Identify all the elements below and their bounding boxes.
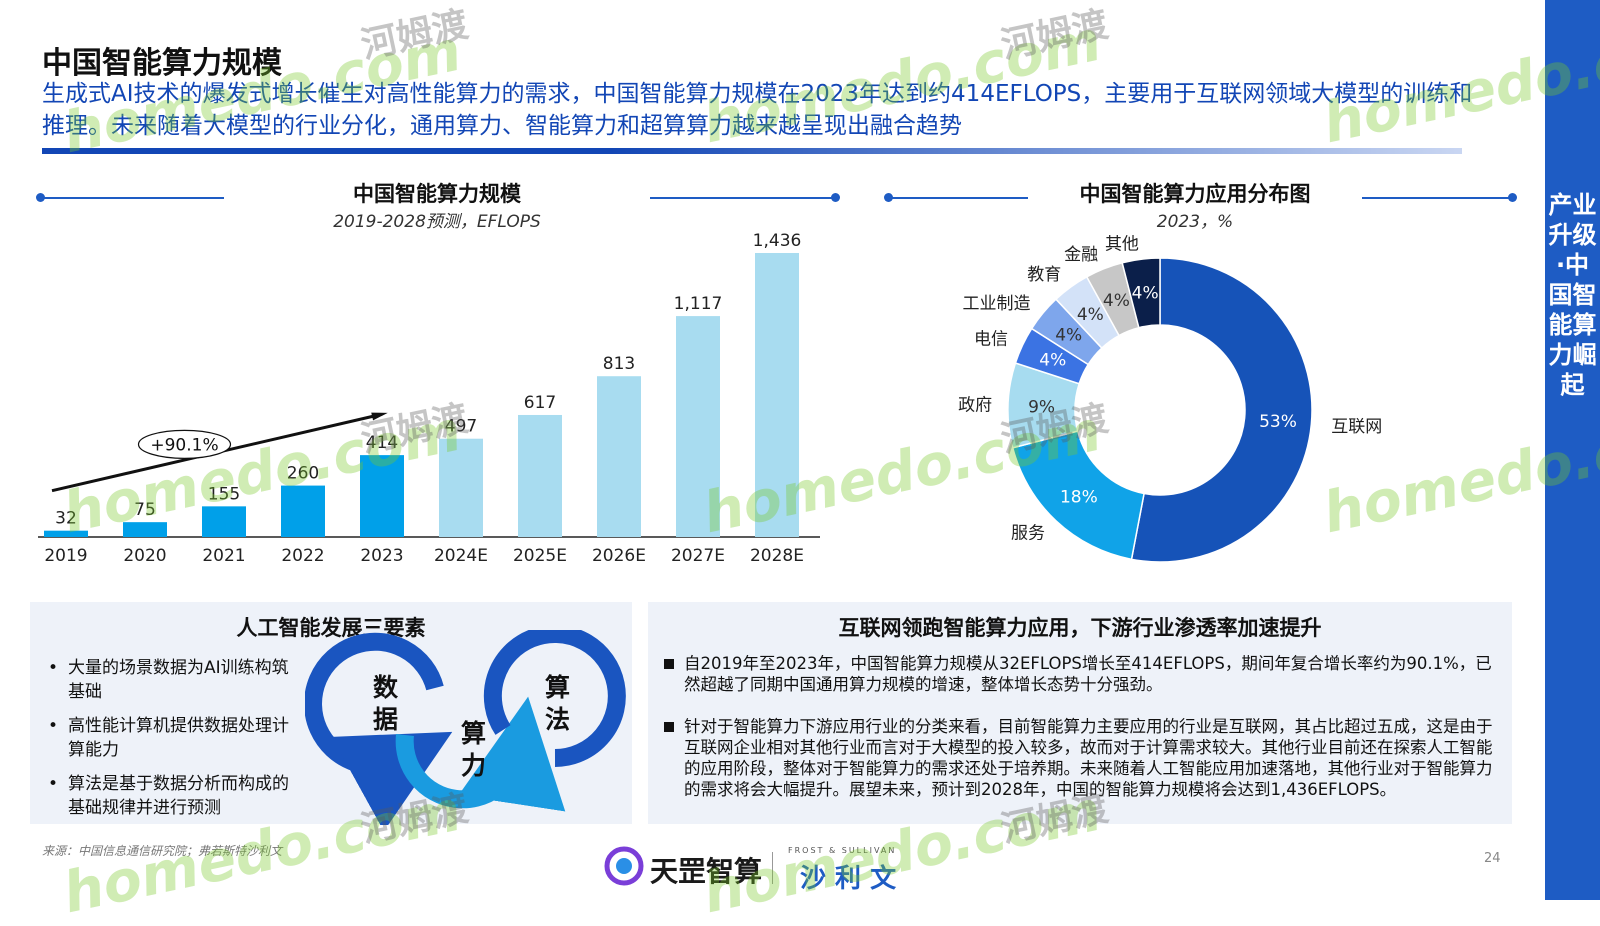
logo-divider — [772, 852, 773, 884]
bar-value-label: 813 — [603, 354, 635, 374]
donut-slice-互联网 — [1130, 257, 1313, 563]
section-rule — [888, 197, 1028, 199]
donut-pct-label: 4% — [1132, 283, 1159, 303]
donut-pct-label: 18% — [1060, 487, 1098, 507]
page-subtitle: 生成式AI技术的爆发式增长催生对高性能算力的需求，中国智能算力规模在2023年达… — [42, 81, 1473, 139]
section-dot — [1508, 193, 1517, 202]
sidebar-label: 产业升级·中国智能算力崛起 — [1548, 191, 1597, 399]
bar-value-label: 32 — [55, 509, 77, 529]
cagr-arrow-head — [371, 412, 388, 421]
x-tick-label: 2024E — [434, 546, 488, 566]
sidebar-band — [1545, 0, 1600, 900]
tiangang-logo-text: 天罡智算 — [650, 855, 763, 888]
x-tick-label: 2025E — [513, 546, 567, 566]
section-rule — [650, 197, 834, 199]
bar-2027E — [676, 316, 720, 537]
bar-2020 — [123, 522, 167, 537]
cycle-label-c1: 算 — [545, 673, 570, 702]
bullet-item: • 高性能计算机提供数据处理计算能力 — [48, 714, 298, 762]
donut-category-label: 政府 — [958, 396, 992, 416]
donut-chart: 53% 互联网 18% 服务 9% 政府 4% 电信 4% 工业制造 4% 教育 4% 金融 4% 其他 — [958, 234, 1382, 563]
donut-pct-label: 4% — [1039, 351, 1066, 371]
bar-2028E — [755, 253, 799, 537]
donut-category-label: 服务 — [1011, 523, 1045, 543]
bullet-item: • 大量的场景数据为AI训练构筑基础 — [48, 656, 298, 704]
bullet-text: 高性能计算机提供数据处理计算能力 — [68, 716, 289, 760]
bar-2023 — [360, 455, 404, 537]
donut-category-label: 工业制造 — [963, 294, 1031, 314]
bar-value-label: 414 — [366, 433, 398, 453]
cycle-label-b2: 力 — [461, 751, 486, 780]
x-tick-label: 2020 — [123, 546, 166, 566]
donut-category-label: 金融 — [1064, 245, 1098, 265]
bullet-text: 算法是基于数据分析而构成的基础规律并进行预测 — [68, 774, 289, 818]
bar-chart-title: 中国智能算力规模 — [353, 182, 521, 206]
cycle-label-c2: 法 — [545, 705, 570, 734]
bar-2022 — [281, 485, 325, 537]
x-tick-label: 2027E — [671, 546, 725, 566]
square-bullet-icon — [664, 659, 674, 669]
donut-pct-label: 4% — [1055, 325, 1082, 345]
internet-leads-panel — [648, 602, 1512, 824]
bar-2025E — [518, 414, 562, 537]
cagr-label: +90.1% — [150, 435, 218, 455]
donut-category-label: 电信 — [974, 329, 1008, 349]
paragraph: 针对于智能算力下游应用行业的分类来看，目前智能算力主要应用的行业是互联网，其占比… — [684, 717, 1493, 799]
x-tick-label: 2028E — [750, 546, 804, 566]
donut-pct-label: 4% — [1077, 305, 1104, 325]
bar-value-label: 1,117 — [674, 294, 723, 314]
bar-value-label: 1,436 — [753, 231, 802, 251]
subtitle-underline — [42, 148, 1462, 154]
tiangang-logo-icon — [604, 846, 644, 886]
x-tick-label: 2021 — [202, 546, 245, 566]
cycle-label-a1: 数 — [373, 673, 399, 702]
donut-chart-title: 中国智能算力应用分布图 — [1079, 182, 1311, 206]
x-tick-label: 2023 — [360, 546, 403, 566]
section-rule — [1362, 197, 1512, 199]
donut-category-label: 教育 — [1027, 265, 1061, 285]
bullet-text: 大量的场景数据为AI训练构筑基础 — [68, 658, 289, 702]
donut-pct-label: 53% — [1259, 412, 1297, 432]
cycle-arc-compute — [395, 696, 566, 812]
donut-category-label: 互联网 — [1331, 417, 1382, 437]
bar-value-label: 75 — [134, 500, 156, 520]
donut-category-label: 其他 — [1105, 234, 1139, 254]
donut-slice-其他 — [1121, 257, 1161, 329]
bar-chart-subtitle: 2019-2028预测，EFLOPS — [333, 212, 541, 232]
cycle-diagram: 数 据 算 力 算 法 — [305, 630, 626, 825]
bar-2021 — [202, 506, 246, 537]
bar-value-label: 617 — [524, 393, 556, 413]
cycle-label-a2: 据 — [373, 705, 398, 734]
x-tick-label: 2026E — [592, 546, 646, 566]
x-tick-label: 2022 — [281, 546, 324, 566]
bullet-item: • 算法是基于数据分析而构成的基础规律并进行预测 — [48, 772, 298, 820]
donut-pct-label: 4% — [1103, 291, 1130, 311]
page-number: 24 — [1484, 851, 1501, 866]
bar-value-label: 497 — [445, 417, 477, 437]
source-note: 来源：中国信息通信研究院；弗若斯特沙利文 — [42, 844, 283, 858]
cycle-arc-algo — [483, 630, 626, 767]
section-rule — [40, 197, 224, 199]
donut-chart-subtitle: 2023，% — [1156, 212, 1234, 232]
donut-pct-label: 9% — [1028, 397, 1055, 417]
bar-2024E — [439, 438, 483, 537]
paragraph: 自2019年至2023年，中国智能算力规模从32EFLOPS增长至414EFLO… — [684, 654, 1492, 694]
page-title: 中国智能算力规模 — [42, 46, 282, 81]
bar-chart: 32 2019 75 2020 155 2021 260 2022 414 2023 497 2024… — [38, 231, 820, 566]
internet-leads-title: 互联网领跑智能算力应用，下游行业渗透率加速提升 — [838, 616, 1322, 640]
cycle-arc-data — [305, 632, 453, 825]
cycle-label-b1: 算 — [461, 719, 486, 748]
bar-value-label: 260 — [287, 464, 319, 484]
bar-value-label: 155 — [208, 484, 240, 504]
section-dot — [831, 193, 840, 202]
bar-2019 — [44, 530, 88, 537]
cagr-ellipse — [137, 429, 232, 459]
frost-sullivan-small: FROST & SULLIVAN — [788, 846, 897, 855]
bar-2026E — [597, 376, 641, 537]
frost-sullivan-logo: 沙 利 文 — [800, 864, 897, 894]
x-tick-label: 2019 — [44, 546, 87, 566]
square-bullet-icon — [664, 722, 674, 732]
